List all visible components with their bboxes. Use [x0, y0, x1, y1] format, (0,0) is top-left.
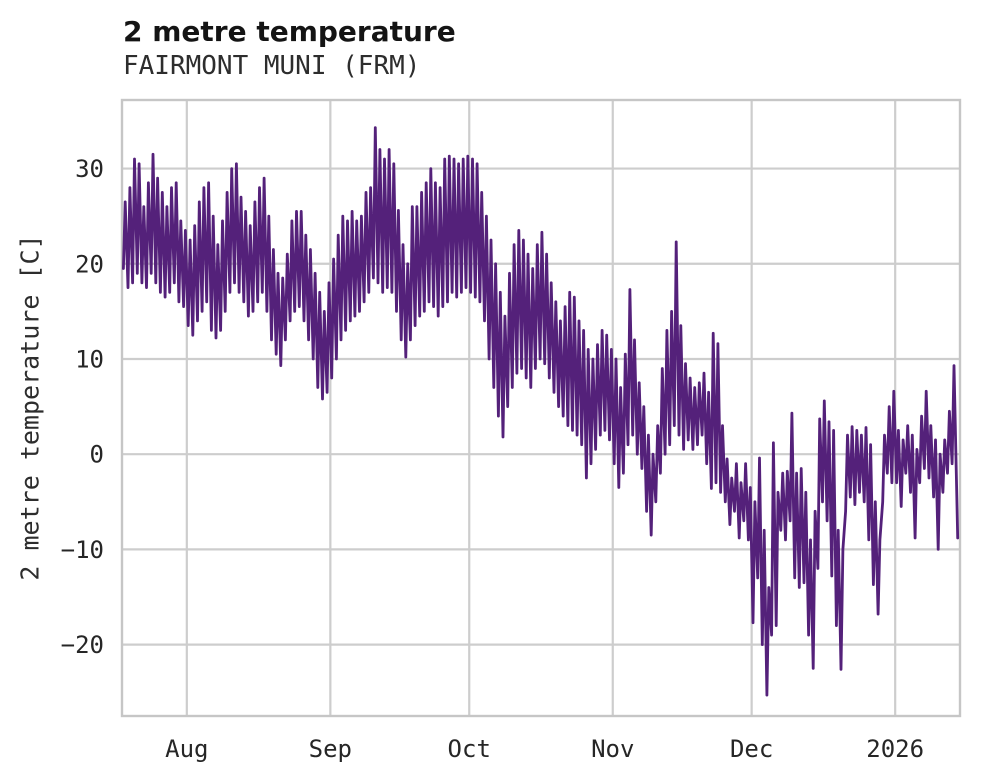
temperature-series-line: [122, 126, 960, 697]
x-tick-labels: Aug Sep Oct Nov Dec 2026: [165, 735, 924, 763]
y-tick-label: −10: [61, 536, 104, 564]
x-tick-label: 2026: [866, 735, 924, 763]
x-tick-label: Sep: [309, 735, 352, 763]
y-tick-label: 30: [75, 155, 104, 183]
y-tick-label: 10: [75, 345, 104, 373]
x-tick-label: Oct: [448, 735, 491, 763]
y-tick-labels: −20 −10 0 10 20 30: [61, 155, 104, 659]
chart-subtitle: FAIRMONT MUNI (FRM): [123, 51, 421, 81]
x-tick-label: Aug: [165, 735, 208, 763]
y-axis-title: 2 metre temperature [C]: [15, 234, 45, 581]
x-tick-label: Nov: [591, 735, 634, 763]
chart-title: 2 metre temperature: [123, 15, 456, 48]
x-tick-label: Dec: [730, 735, 773, 763]
y-tick-label: 20: [75, 250, 104, 278]
grid: [122, 100, 960, 716]
y-tick-label: 0: [90, 441, 104, 469]
plot-border: [120, 98, 962, 718]
y-tick-label: −20: [61, 631, 104, 659]
